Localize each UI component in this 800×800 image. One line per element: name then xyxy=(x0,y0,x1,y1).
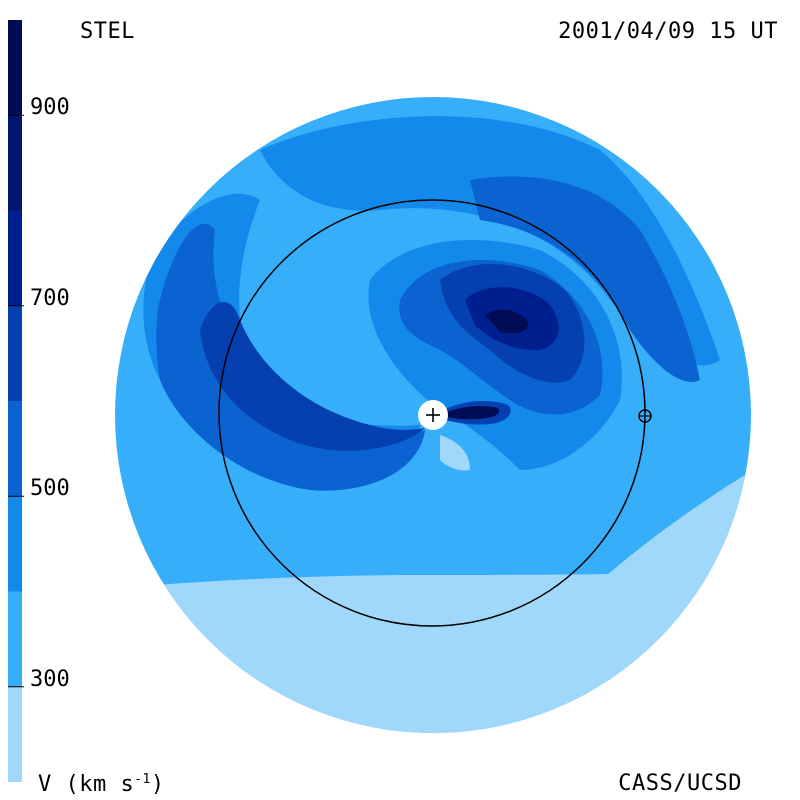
colorbar-tick-label: 500 xyxy=(30,476,70,502)
contour-peak-core xyxy=(485,309,529,334)
colorbar-tick-label: 300 xyxy=(30,666,70,692)
colorbar-segment xyxy=(8,20,22,116)
contour-fast-west-inner xyxy=(200,301,425,451)
contour-fast-west-band xyxy=(156,223,425,491)
colorbar-segment xyxy=(8,591,22,687)
earth-orbit-circle xyxy=(218,199,646,627)
colorbar-segment xyxy=(8,686,22,782)
unit-suffix: ) xyxy=(150,772,165,797)
contour-slow-lobe xyxy=(440,435,470,471)
contour-medium-north xyxy=(260,116,720,366)
colorbar-unit-label: V (km s-1) xyxy=(38,773,165,796)
datetime-label: 2001/04/09 15 UT xyxy=(558,19,778,44)
colorbar-segment xyxy=(8,496,22,592)
colorbar-tick-label: 900 xyxy=(30,95,70,121)
colorbar-segment xyxy=(8,401,22,497)
contour-jet-core xyxy=(442,406,500,420)
colorbar-tick-label: 700 xyxy=(30,285,70,311)
unit-exponent: -1 xyxy=(134,772,151,787)
colorbar-segment xyxy=(8,305,22,401)
unit-prefix: V (km s xyxy=(38,772,135,797)
sun-marker xyxy=(418,400,448,430)
earth-marker xyxy=(638,409,652,423)
colorbar-segment xyxy=(8,115,22,211)
credit-label: CASS/UCSD xyxy=(618,771,742,796)
contour-fast-north-band xyxy=(470,176,700,382)
instrument-label: STEL xyxy=(80,19,135,44)
colorbar-segment xyxy=(8,210,22,306)
colorbar xyxy=(8,20,24,782)
